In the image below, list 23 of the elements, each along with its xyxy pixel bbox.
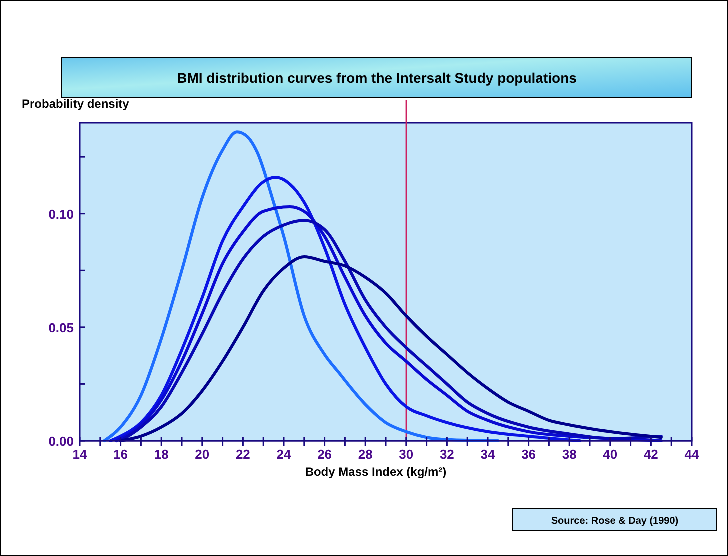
y-tick-label: 0.05 xyxy=(48,320,74,336)
x-tick-label: 42 xyxy=(644,447,658,462)
x-axis-title: Body Mass Index (kg/m²) xyxy=(305,465,447,479)
x-tick-label: 38 xyxy=(562,447,577,462)
x-tick-label: 20 xyxy=(195,447,210,462)
chart-title: BMI distribution curves from the Intersalt Study populations xyxy=(177,70,578,86)
x-tick-label: 24 xyxy=(276,447,292,462)
x-tick-label: 18 xyxy=(154,447,169,462)
x-tick-label: 22 xyxy=(236,447,250,462)
y-axis-title: Probability density xyxy=(22,97,130,111)
x-tick-label: 28 xyxy=(358,447,373,462)
source-note: Source: Rose & Day (1990) xyxy=(551,516,679,527)
x-tick-label: 26 xyxy=(318,447,332,462)
y-tick-label: 0.10 xyxy=(48,206,74,222)
x-tick-label: 16 xyxy=(114,447,128,462)
x-tick-label: 30 xyxy=(399,447,414,462)
x-tick-label: 14 xyxy=(72,447,88,462)
x-tick-label: 36 xyxy=(522,447,536,462)
x-tick-label: 44 xyxy=(684,447,700,462)
x-tick-label: 40 xyxy=(603,447,618,462)
y-tick-label: 0.00 xyxy=(48,434,74,449)
x-tick-label: 32 xyxy=(440,447,454,462)
x-tick-label: 34 xyxy=(480,447,496,462)
